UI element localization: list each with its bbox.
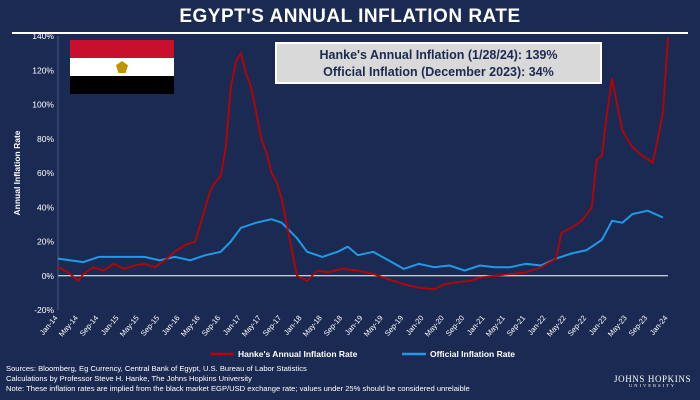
x-tick-label: May-17	[240, 314, 263, 339]
x-tick-label: Sep-17	[261, 314, 283, 338]
x-tick-label: Sep-20	[444, 314, 466, 338]
y-tick-label: 40%	[37, 202, 54, 212]
eagle-icon	[116, 61, 128, 73]
x-tick-label: May-16	[179, 314, 202, 339]
x-tick-label: Sep-15	[139, 314, 161, 338]
x-tick-label: Sep-23	[627, 314, 649, 338]
hanke-inflation-summary: Hanke's Annual Inflation (1/28/24): 139%	[319, 48, 558, 62]
x-tick-label: Sep-14	[78, 314, 100, 338]
y-tick-label: 120%	[32, 65, 54, 75]
y-tick-label: -20%	[34, 305, 54, 315]
x-tick-label: May-18	[301, 314, 324, 339]
x-tick-label: Sep-16	[200, 314, 222, 338]
x-tick-label: May-14	[57, 314, 80, 339]
footer-note: Note: These inflation rates are implied …	[6, 384, 470, 394]
x-tick-label: Jan-24	[648, 314, 670, 337]
legend-label: Official Inflation Rate	[430, 349, 515, 359]
y-tick-label: 140%	[32, 31, 54, 41]
y-tick-label: 0%	[42, 271, 55, 281]
x-tick-label: May-23	[606, 314, 629, 339]
y-tick-label: 100%	[32, 100, 54, 110]
flag-black-band	[70, 76, 174, 94]
chart-title: EGYPT'S ANNUAL INFLATION RATE	[179, 6, 521, 27]
x-tick-label: May-15	[118, 314, 141, 339]
x-tick-label: May-22	[545, 314, 568, 339]
x-tick-label: Sep-19	[383, 314, 405, 338]
flag-white-band	[70, 58, 174, 76]
x-tick-label: Sep-18	[322, 314, 344, 338]
x-tick-label: May-19	[362, 314, 385, 339]
johns-hopkins-logo: JOHNS HOPKINS UNIVERSITY	[614, 374, 691, 388]
x-tick-label: May-21	[484, 314, 507, 339]
official-inflation-line	[57, 209, 664, 272]
footer-sources: Sources: Bloomberg, Eg Currency, Central…	[6, 364, 307, 373]
footer-notes: Sources: Bloomberg, Eg Currency, Central…	[6, 364, 470, 395]
y-tick-label: 80%	[37, 134, 54, 144]
y-tick-label: 60%	[37, 168, 54, 178]
logo-name: JOHNS HOPKINS	[614, 374, 692, 384]
egypt-flag-icon	[70, 40, 174, 94]
logo-subtitle: UNIVERSITY	[629, 383, 677, 388]
title-divider	[12, 32, 688, 34]
y-axis-title: Annual Inflation Rate	[12, 130, 22, 215]
y-tick-label: 20%	[37, 237, 54, 247]
footer-calculations: Calculations by Professor Steve H. Hanke…	[6, 374, 252, 384]
x-tick-label: May-20	[423, 314, 446, 339]
hanke-inflation-line	[57, 37, 669, 291]
legend-label: Hanke's Annual Inflation Rate	[238, 349, 358, 359]
flag-red-band	[70, 40, 174, 58]
x-tick-label: Sep-21	[505, 314, 527, 338]
inflation-summary-box: Hanke's Annual Inflation (1/28/24): 139%…	[275, 42, 602, 84]
official-inflation-summary: Official Inflation (December 2023): 34%	[323, 65, 554, 79]
x-tick-label: Sep-22	[566, 314, 588, 338]
